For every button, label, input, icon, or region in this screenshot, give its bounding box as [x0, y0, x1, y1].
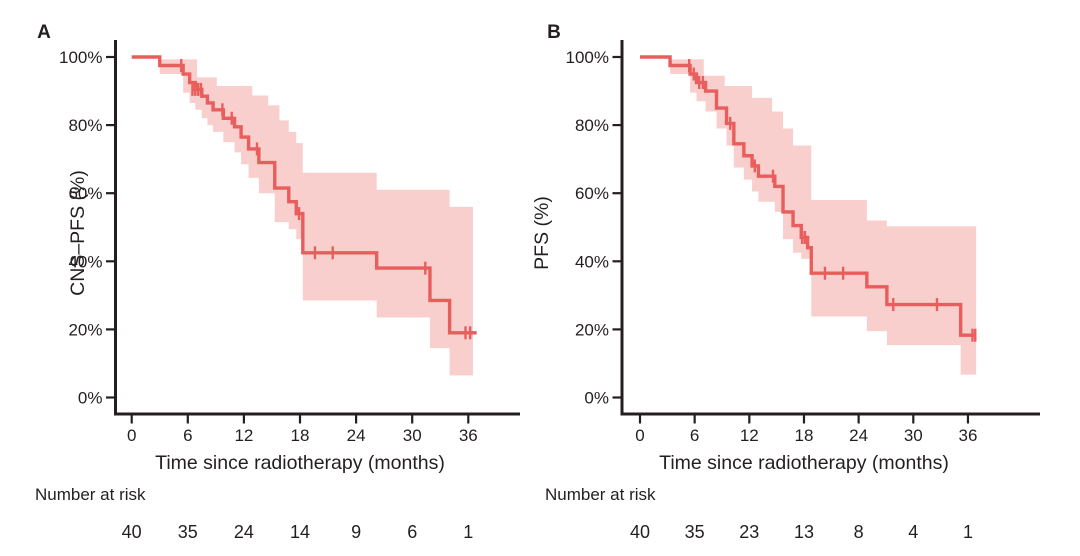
panel-a-letter: A	[37, 22, 51, 43]
panel-b-plot: 0% 20% 40% 60% 80% 100% 0 6 12 18 24 30 36 40 35 23 13 8 4…	[566, 40, 1040, 542]
number-at-risk-value: 35	[178, 522, 198, 542]
x-tick-label: 24	[849, 426, 868, 445]
x-tick-label: 12	[234, 426, 253, 445]
panel-b-y-axis-title: PFS (%)	[531, 196, 553, 270]
panel-b-letter: B	[547, 22, 561, 43]
number-at-risk-value: 9	[351, 522, 361, 542]
y-tick-label: 20%	[575, 320, 609, 339]
km-curve	[131, 55, 477, 335]
y-tick-label: 60%	[575, 184, 609, 203]
number-at-risk-value: 1	[463, 522, 473, 542]
x-tick-label: 0	[635, 426, 644, 445]
x-tick-label: 36	[459, 426, 478, 445]
number-at-risk-value: 6	[407, 522, 417, 542]
y-tick-label: 60%	[68, 184, 102, 203]
panel-b-x-axis-title: Time since radiotherapy (months)	[659, 452, 949, 474]
panel-a: A CNS–PFS (%) Time since radiotherapy (m…	[35, 22, 520, 542]
x-tick-label: 0	[127, 426, 136, 445]
km-curve	[640, 55, 977, 337]
x-tick-label: 6	[183, 426, 192, 445]
y-tick-label: 20%	[68, 320, 102, 339]
confidence-band	[670, 59, 977, 375]
number-at-risk-value: 35	[685, 522, 705, 542]
number-at-risk-value: 1	[963, 522, 973, 542]
y-tick-label: 80%	[575, 116, 609, 135]
number-at-risk-value: 14	[290, 522, 310, 542]
x-tick-label: 30	[403, 426, 422, 445]
panel-a-number-at-risk-label: Number at risk	[35, 485, 146, 504]
panel-b: B PFS (%) Time since radiotherapy (month…	[531, 22, 1040, 542]
x-tick-label: 36	[958, 426, 977, 445]
x-tick-label: 12	[740, 426, 759, 445]
x-tick-label: 6	[690, 426, 699, 445]
number-at-risk-value: 4	[908, 522, 918, 542]
panel-b-number-at-risk-label: Number at risk	[545, 485, 656, 504]
panel-a-plot: 0% 20% 40% 60% 80% 100% 0 6 12 18 24 30 36 40 35 24 14 9 6…	[59, 40, 520, 542]
x-tick-label: 18	[291, 426, 310, 445]
number-at-risk-value: 24	[234, 522, 254, 542]
panel-a-y-axis-title: CNS–PFS (%)	[67, 170, 89, 296]
panel-a-x-axis-title: Time since radiotherapy (months)	[155, 452, 445, 474]
y-tick-label: 40%	[68, 252, 102, 271]
number-at-risk-value: 40	[122, 522, 142, 542]
y-tick-label: 100%	[566, 48, 609, 67]
number-at-risk-value: 8	[854, 522, 864, 542]
number-at-risk-value: 40	[630, 522, 650, 542]
number-at-risk-value: 23	[739, 522, 759, 542]
confidence-band	[159, 59, 473, 376]
y-tick-label: 40%	[575, 252, 609, 271]
number-at-risk-value: 13	[794, 522, 814, 542]
y-tick-label: 0%	[78, 389, 103, 408]
x-tick-label: 24	[347, 426, 366, 445]
y-tick-label: 100%	[59, 48, 102, 67]
y-tick-label: 0%	[584, 389, 609, 408]
y-tick-label: 80%	[68, 116, 102, 135]
x-tick-label: 30	[904, 426, 923, 445]
x-tick-label: 18	[795, 426, 814, 445]
